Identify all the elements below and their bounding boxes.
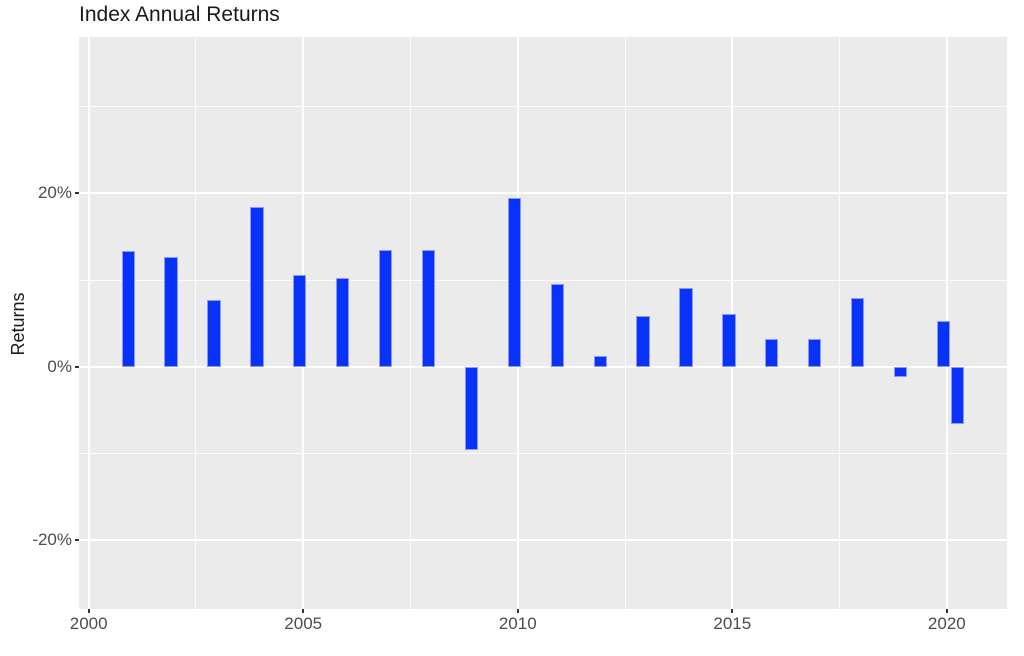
x-tick-label: 2020 [927, 614, 966, 633]
bar-2014 [679, 287, 693, 367]
bar-2004 [250, 207, 264, 367]
x-tick-mark [302, 609, 305, 613]
y-tick-label: 0% [47, 356, 72, 376]
bar-2003 [207, 300, 221, 367]
bar-2010 [507, 197, 521, 367]
gridline-major-v [87, 37, 90, 609]
chart-title: Index Annual Returns [79, 3, 280, 26]
gridline-minor-h [79, 453, 1007, 455]
x-tick-label: 2005 [284, 614, 323, 633]
plot-panel [79, 37, 1007, 609]
gridline-major-h [79, 192, 1007, 195]
gridline-minor-v [624, 37, 626, 609]
y-axis-title: Returns [8, 292, 28, 356]
gridline-minor-h [79, 105, 1007, 107]
bar-2008 [421, 249, 436, 367]
x-tick-mark [731, 609, 734, 613]
bar-2009 [464, 366, 479, 451]
bar-2006 [336, 278, 350, 367]
bar-2020 [936, 320, 951, 367]
x-tick-label: 2010 [498, 614, 537, 633]
gridline-minor-v [839, 37, 841, 609]
bar-2002 [164, 256, 178, 367]
gridline-minor-v [195, 37, 197, 609]
y-tick-label: 20% [37, 183, 72, 203]
bar-2015 [722, 313, 736, 367]
y-tick-label: -20% [32, 530, 72, 550]
x-tick-mark [945, 609, 948, 613]
bar-2019 [893, 366, 908, 378]
y-tick-mark [75, 539, 79, 542]
bar-2005 [293, 274, 307, 367]
gridline-minor-h [79, 279, 1007, 281]
bar-2007 [378, 249, 393, 367]
bar-2018 [850, 298, 865, 367]
x-tick-label: 2000 [69, 614, 108, 633]
bar-2020.3 [950, 366, 965, 425]
bar-2012 [593, 356, 607, 367]
bar-2017 [808, 339, 822, 367]
bar-2001 [121, 251, 135, 367]
x-tick-mark [516, 609, 519, 613]
x-tick-mark [87, 609, 90, 613]
gridline-major-h [79, 539, 1007, 542]
bar-2016 [765, 339, 779, 367]
x-tick-label: 2015 [713, 614, 752, 633]
bar-2011 [550, 284, 564, 367]
bar-2013 [636, 315, 650, 367]
y-tick-mark [75, 365, 79, 368]
gridline-major-h [79, 365, 1007, 368]
gridline-minor-v [410, 37, 411, 609]
y-tick-mark [75, 192, 79, 195]
